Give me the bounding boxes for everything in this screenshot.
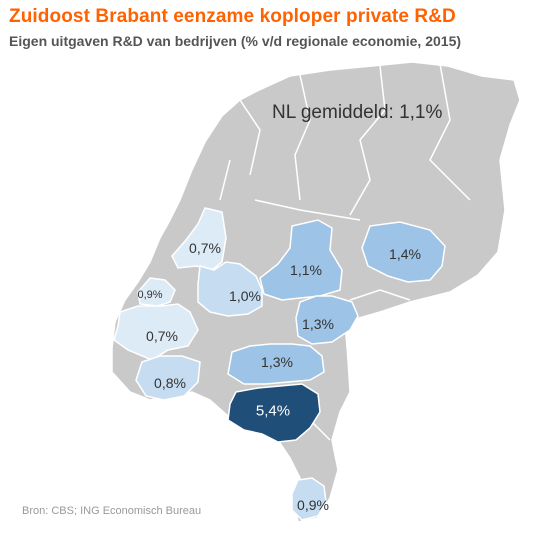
region-noordoost-brabant — [227, 343, 325, 385]
region-label-noordoost-brabant: 1,3% — [261, 354, 293, 370]
region-zuidoost-brabant — [227, 383, 321, 443]
region-label-veluwe: 1,1% — [290, 262, 322, 278]
region-zuid-holland-zuid — [113, 303, 199, 361]
region-label-zuid-holland-noordwest: 0,9% — [137, 289, 163, 301]
source-note: Bron: CBS; ING Economisch Bureau — [22, 505, 202, 517]
region-zuid-holland-noordwest — [137, 277, 176, 307]
region-west-brabant — [135, 355, 201, 401]
region-veluwe — [259, 219, 343, 301]
region-twente — [361, 221, 446, 283]
region-label-zuidoost-brabant: 5,4% — [255, 402, 291, 420]
region-label-arnhem-nijmegen: 1,3% — [302, 316, 334, 332]
region-label-utrecht: 1,0% — [229, 288, 261, 304]
region-noord-holland-zuid — [171, 207, 227, 271]
region-arnhem-nijmegen — [295, 295, 359, 345]
national-average-label: NL gemiddeld: 1,1% — [272, 102, 443, 123]
chart-title: Zuidoost Brabant eenzame koploper privat… — [9, 6, 456, 27]
region-label-twente: 1,4% — [389, 246, 421, 262]
chart-subtitle: Eigen uitgaven R&D van bedrijven (% v/d … — [9, 33, 462, 49]
province-borders — [160, 63, 471, 441]
region-label-zuid-limburg: 0,9% — [297, 497, 329, 513]
region-label-zuid-holland-zuid: 0,7% — [146, 328, 178, 344]
region-utrecht — [197, 261, 263, 317]
region-zuid-limburg — [291, 477, 327, 521]
region-label-noord-holland-zuid: 0,7% — [189, 240, 221, 256]
region-label-west-brabant: 0,8% — [154, 375, 186, 391]
